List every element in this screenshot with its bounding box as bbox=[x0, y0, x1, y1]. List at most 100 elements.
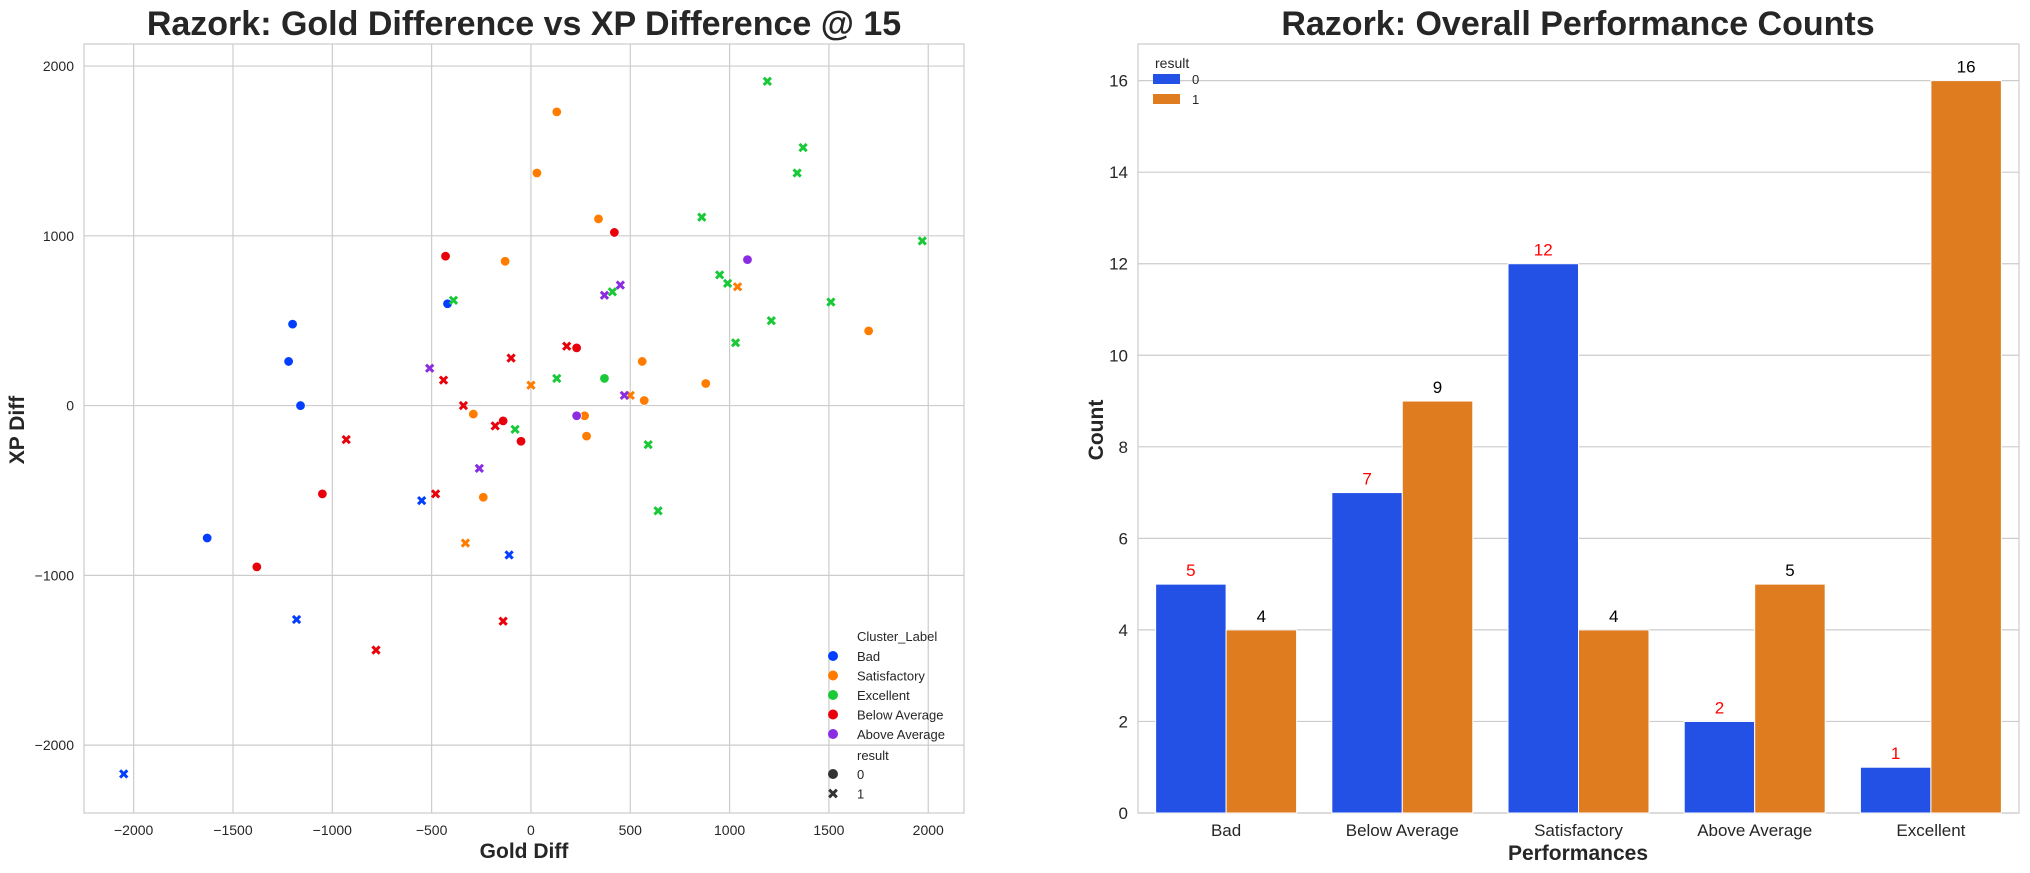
bar-data-label: 4 bbox=[1257, 607, 1266, 626]
scatter-point bbox=[506, 353, 516, 363]
bar-data-label: 12 bbox=[1534, 241, 1553, 260]
legend-marker-result-0 bbox=[828, 769, 838, 779]
scatter-point bbox=[341, 434, 351, 445]
scatter-point bbox=[636, 356, 648, 367]
scatter-point bbox=[562, 341, 572, 351]
scatter-x-tick-label: 2000 bbox=[913, 822, 944, 838]
scatter-point bbox=[826, 297, 836, 307]
bar-data-label: 5 bbox=[1785, 561, 1794, 580]
scatter-point bbox=[251, 561, 263, 573]
scatter-x-tick-label: 0 bbox=[527, 822, 535, 838]
bar-data-label: 5 bbox=[1186, 561, 1195, 580]
scatter-point bbox=[798, 142, 808, 153]
scatter-point bbox=[478, 492, 489, 503]
scatter-point bbox=[510, 424, 520, 435]
scatter-point bbox=[417, 495, 427, 506]
scatter-point bbox=[430, 489, 441, 499]
bar-y-tick-label: 12 bbox=[1109, 255, 1128, 274]
bar-satisfactory-result-1 bbox=[1578, 629, 1650, 814]
scatter-point bbox=[722, 278, 733, 289]
scatter-point bbox=[732, 282, 743, 292]
scatter-grid bbox=[84, 44, 964, 813]
scatter-y-tick-label: −1000 bbox=[35, 567, 75, 583]
bar-data-labels: 5 4 7 9 12 4 2 5 1 16 bbox=[1186, 58, 1975, 764]
scatter-x-tick-label: −500 bbox=[416, 822, 448, 838]
bar-data-label: 1 bbox=[1891, 744, 1900, 763]
scatter-title: Razork: Gold Difference vs XP Difference… bbox=[147, 5, 901, 43]
bar-data-label: 7 bbox=[1362, 470, 1371, 489]
bar-x-tick-label: Above Average bbox=[1697, 821, 1812, 840]
bar-below-average-result-1 bbox=[1401, 400, 1474, 814]
scatter-point bbox=[581, 430, 592, 442]
scatter-point bbox=[792, 168, 802, 178]
scatter-point bbox=[552, 373, 562, 384]
scatter-point bbox=[715, 270, 725, 280]
scatter-point bbox=[438, 375, 449, 385]
legend-marker-excellent bbox=[828, 690, 838, 700]
bar-bad-result-1 bbox=[1225, 629, 1298, 814]
scatter-x-tick-label: 1000 bbox=[714, 822, 745, 838]
legend-marker-bad bbox=[828, 651, 838, 661]
bar-satisfactory-result-0 bbox=[1507, 263, 1580, 814]
bar-y-tick-label: 4 bbox=[1119, 621, 1128, 640]
bar-y-axis-label: Count bbox=[1085, 400, 1108, 461]
scatter-x-tick-label: −1500 bbox=[213, 822, 253, 838]
legend-label: Below Average bbox=[857, 708, 944, 723]
scatter-point bbox=[863, 325, 874, 337]
bar-data-label: 2 bbox=[1715, 698, 1724, 717]
scatter-point bbox=[697, 212, 707, 222]
scatter-point bbox=[371, 645, 381, 655]
bar-x-axis-label: Performances bbox=[1508, 842, 1648, 865]
bar-legend-title: result bbox=[1155, 55, 1189, 71]
bar-legend-label: 0 bbox=[1192, 72, 1199, 87]
scatter-point bbox=[295, 400, 306, 411]
scatter-point bbox=[742, 254, 753, 265]
scatter-legend: Cluster_Label Bad Satisfactory Excellent Be… bbox=[828, 629, 945, 802]
bar-y-tick-label: 2 bbox=[1119, 712, 1128, 731]
scatter-ticks: −2000 −1500 −1000 −500 0 500 1000 1500 2000 −2000… bbox=[35, 58, 944, 838]
scatter-point bbox=[283, 356, 294, 367]
legend-marker-above-average bbox=[828, 729, 838, 739]
scatter-point bbox=[440, 250, 451, 262]
scatter-point bbox=[498, 616, 508, 626]
scatter-x-tick-label: −2000 bbox=[114, 822, 154, 838]
bar-x-tick-label: Excellent bbox=[1896, 821, 1965, 840]
scatter-point bbox=[448, 295, 459, 305]
scatter-point bbox=[551, 106, 562, 118]
scatter-point bbox=[119, 769, 129, 779]
scatter-point bbox=[619, 390, 629, 401]
bar-y-tick-label: 8 bbox=[1119, 438, 1128, 457]
scatter-point bbox=[458, 400, 469, 411]
legend-label: Satisfactory bbox=[857, 669, 925, 684]
scatter-point bbox=[287, 318, 298, 330]
bar-excellent-result-1 bbox=[1930, 80, 2002, 814]
scatter-point bbox=[615, 280, 626, 290]
scatter-x-tick-label: 500 bbox=[619, 822, 643, 838]
scatter-point bbox=[201, 532, 213, 544]
bar-above-average-result-0 bbox=[1683, 720, 1756, 814]
scatter-point bbox=[762, 76, 773, 87]
scatter-point bbox=[490, 421, 500, 431]
bar-y-tick-label: 6 bbox=[1119, 529, 1128, 548]
bar-y-tick-label: 10 bbox=[1109, 346, 1128, 365]
scatter-point bbox=[653, 506, 663, 516]
scatter-point bbox=[460, 538, 471, 548]
scatter-point bbox=[917, 236, 927, 246]
scatter-point bbox=[531, 167, 543, 179]
legend-marker-below-average bbox=[828, 709, 838, 720]
bar-excellent-result-0 bbox=[1859, 766, 1932, 814]
scatter-point bbox=[424, 363, 435, 373]
scatter-points bbox=[119, 76, 927, 779]
scatter-point bbox=[609, 227, 620, 238]
scatter-point bbox=[291, 614, 302, 625]
scatter-x-tick-label: 1500 bbox=[813, 822, 844, 838]
scatter-point bbox=[317, 488, 328, 500]
scatter-y-tick-label: 0 bbox=[66, 398, 74, 414]
bar-x-tick-label: Below Average bbox=[1346, 821, 1459, 840]
bar-below-average-result-0 bbox=[1331, 492, 1403, 814]
bar-y-tick-label: 16 bbox=[1109, 72, 1128, 91]
scatter-y-axis-label: XP Diff bbox=[6, 395, 29, 464]
scatter-point bbox=[643, 439, 653, 450]
scatter-point bbox=[474, 463, 484, 474]
